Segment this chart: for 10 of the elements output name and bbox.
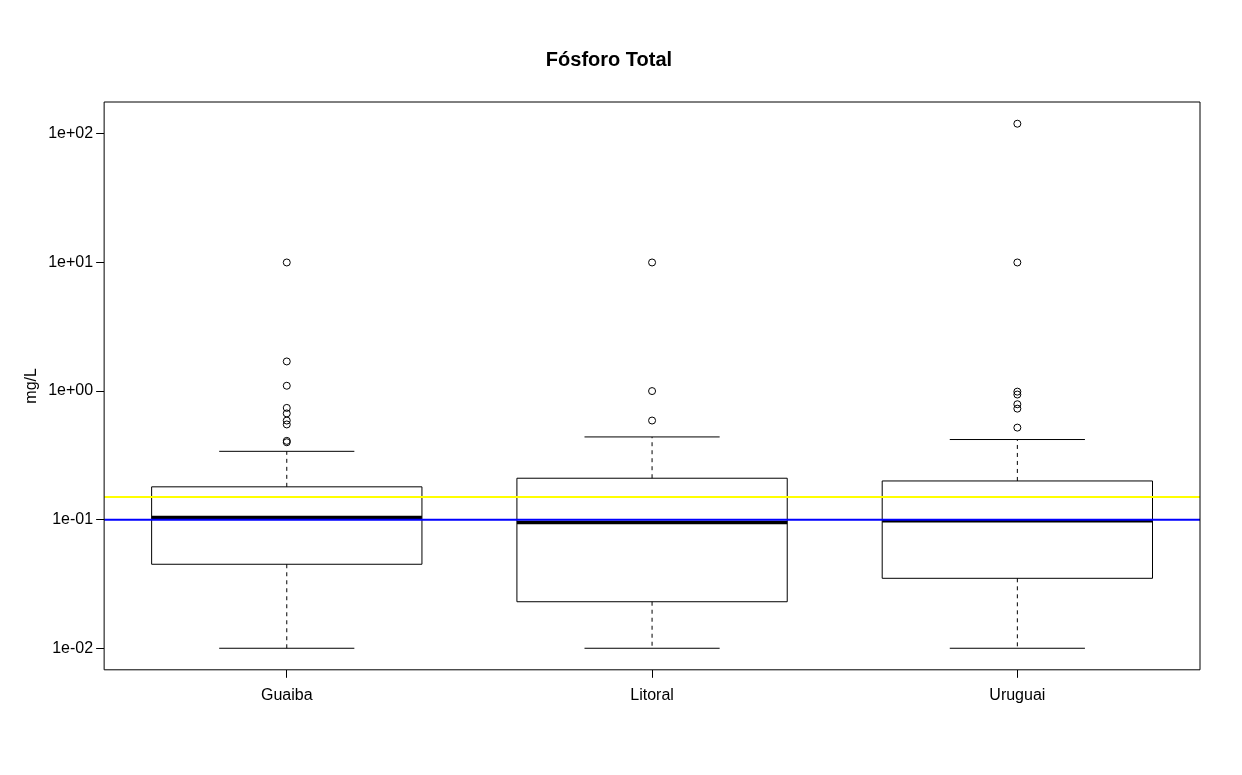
x-tick-label: Uruguai (989, 685, 1046, 703)
y-axis-title: mg/L (22, 368, 40, 404)
y-tick-label: 1e+01 (48, 252, 94, 270)
y-tick-label: 1e+02 (48, 124, 94, 142)
chart-title: Fósforo Total (545, 47, 673, 70)
x-tick-label: Guaiba (260, 685, 313, 703)
y-tick-label: 1e+00 (48, 381, 94, 399)
y-tick-label: 1e-01 (52, 510, 94, 528)
x-tick-label: Litoral (630, 685, 674, 703)
y-tick-label: 1e-02 (52, 638, 94, 656)
